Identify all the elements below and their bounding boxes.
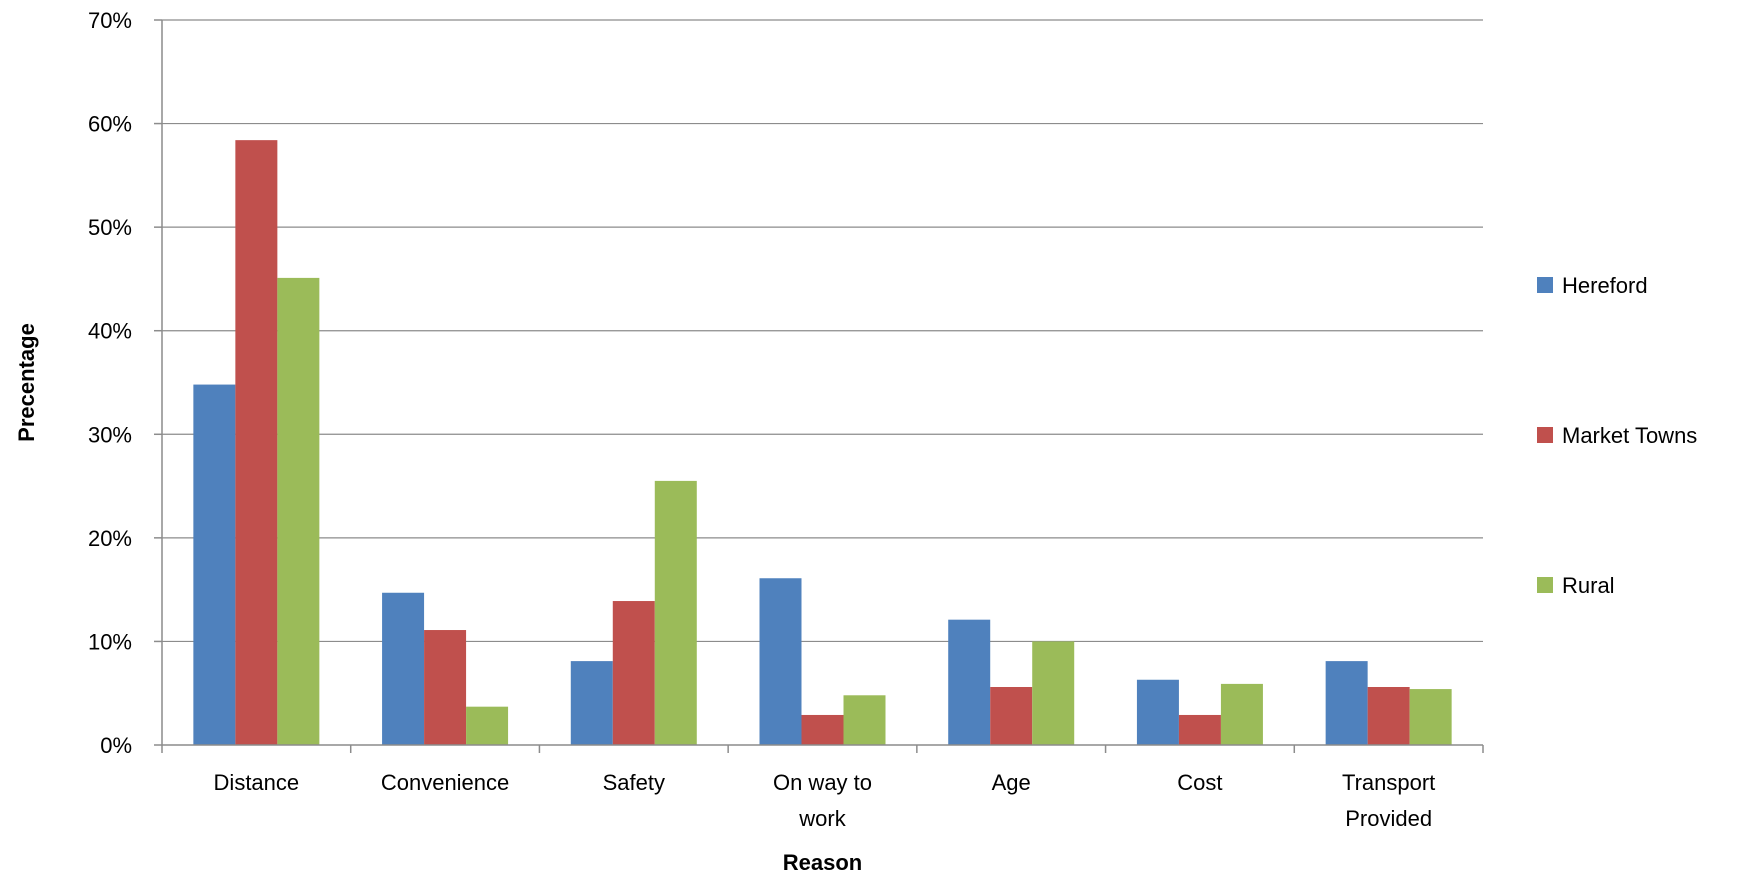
bar-rural [1032, 641, 1075, 745]
bar-market-towns [235, 140, 278, 746]
x-category-label: Distance [214, 770, 300, 795]
bar-hereford [948, 619, 991, 745]
x-category-label: Cost [1177, 770, 1222, 795]
bar-market-towns [612, 601, 655, 745]
x-category-label-line: work [798, 806, 846, 831]
legend-label: Market Towns [1562, 423, 1697, 448]
bar-market-towns [1178, 714, 1221, 745]
x-category-label-line: Safety [603, 770, 665, 795]
y-tick-label: 10% [88, 629, 132, 654]
bar-hereford [570, 661, 613, 745]
y-tick-label: 70% [88, 8, 132, 33]
x-category-labels: Distance Convenience Safety On way to work Ag… [214, 770, 1436, 831]
legend: Hereford Market Towns Rural [1537, 273, 1697, 598]
x-category-label-line: On way to [773, 770, 872, 795]
bar-hereford [193, 384, 236, 745]
bar-hereford [382, 592, 425, 745]
x-category-label-line: Provided [1345, 806, 1432, 831]
legend-label: Hereford [1562, 273, 1648, 298]
x-category-label-line: Distance [214, 770, 300, 795]
bar-rural [277, 277, 320, 745]
y-tick-label: 0% [100, 733, 132, 758]
bar-market-towns [801, 714, 844, 745]
y-tick-label: 20% [88, 526, 132, 551]
axes [154, 19, 1484, 753]
bar-market-towns [424, 630, 467, 745]
x-category-label: Transport Provided [1342, 770, 1435, 831]
y-tick-label: 40% [88, 319, 132, 344]
legend-swatch [1537, 277, 1553, 293]
bar-hereford [759, 578, 802, 745]
legend-swatch [1537, 577, 1553, 593]
x-axis-title: Reason [783, 850, 862, 872]
x-category-label: Convenience [381, 770, 509, 795]
x-category-label-line: Age [992, 770, 1031, 795]
bar-rural [1220, 683, 1263, 745]
x-category-label: On way to work [773, 770, 872, 831]
y-axis-title: Precentage [14, 323, 39, 442]
legend-label: Rural [1562, 573, 1615, 598]
bar-hereford [1325, 661, 1368, 745]
x-category-label-line: Convenience [381, 770, 509, 795]
bar-market-towns [1367, 687, 1410, 745]
legend-swatch [1537, 427, 1553, 443]
bar-hereford [1136, 679, 1179, 745]
bars [193, 140, 1452, 746]
bar-rural [1409, 689, 1452, 745]
y-tick-labels: 0% 10% 20% 30% 40% 50% 60% 70% [88, 8, 132, 758]
bar-rural [843, 695, 886, 745]
y-tick-label: 60% [88, 112, 132, 137]
y-tick-label: 30% [88, 422, 132, 447]
x-category-label-line: Transport [1342, 770, 1435, 795]
x-category-label: Age [992, 770, 1031, 795]
gridlines [162, 19, 1483, 643]
bar-rural [466, 706, 509, 745]
bar-market-towns [990, 687, 1033, 745]
y-tick-label: 50% [88, 215, 132, 240]
bar-rural [654, 480, 697, 745]
x-category-label-line: Cost [1177, 770, 1222, 795]
x-category-label: Safety [603, 770, 665, 795]
